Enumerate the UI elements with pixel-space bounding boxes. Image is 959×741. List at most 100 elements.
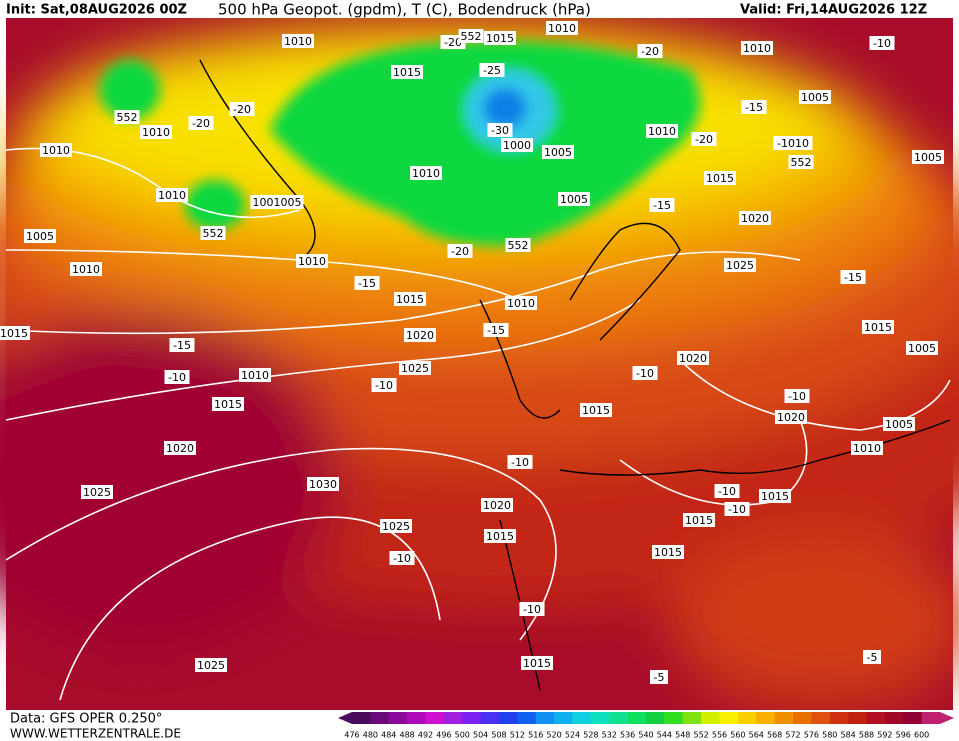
label-box bbox=[869, 36, 895, 50]
isobar-label: -15 bbox=[358, 277, 376, 290]
label-box bbox=[399, 361, 431, 375]
isobar-label: -10 bbox=[873, 37, 891, 50]
label-box bbox=[169, 338, 195, 352]
isobar-label: -10 bbox=[375, 379, 393, 392]
label-box bbox=[862, 320, 894, 334]
isobar-label: 1010 bbox=[298, 255, 326, 268]
colorbar-swatch bbox=[664, 712, 684, 724]
colorbar-swatch bbox=[756, 712, 776, 724]
isobar-label: 1010 bbox=[648, 125, 676, 138]
data-source: Data: GFS OPER 0.250° bbox=[10, 712, 162, 727]
isobar-label: -10 bbox=[718, 485, 736, 498]
colorbar-label: 572 bbox=[785, 731, 800, 740]
isobar-label: 1025 bbox=[83, 486, 111, 499]
isobar-label: 1005 bbox=[801, 91, 829, 104]
label-box bbox=[683, 513, 715, 527]
label-box bbox=[484, 529, 516, 543]
isobar-label: -20 bbox=[451, 245, 469, 258]
label-box bbox=[0, 326, 30, 340]
label-box bbox=[580, 403, 612, 417]
website: WWW.WETTERZENTRALE.DE bbox=[10, 727, 181, 741]
isobar-label: 552 bbox=[508, 239, 529, 252]
label-box bbox=[649, 198, 675, 212]
label-box bbox=[650, 670, 668, 684]
colorbar-label: 548 bbox=[675, 731, 690, 740]
label-box bbox=[505, 296, 537, 310]
isobar-label: 552 bbox=[117, 111, 138, 124]
isobar-label: 1020 bbox=[166, 442, 194, 455]
colorbar-swatch bbox=[811, 712, 831, 724]
label-box bbox=[410, 166, 442, 180]
isobar-label: -10 bbox=[728, 503, 746, 516]
colorbar-swatch bbox=[848, 712, 867, 724]
label-box bbox=[380, 519, 412, 533]
isobar-label: 1005 bbox=[885, 418, 913, 431]
colorbar-swatch bbox=[480, 712, 500, 724]
colorbar-swatch bbox=[903, 712, 923, 724]
isobar-label: 1015 bbox=[486, 530, 514, 543]
label-box bbox=[458, 29, 484, 43]
isobar-label: 1010 bbox=[42, 144, 70, 157]
colorbar-swatch bbox=[572, 712, 592, 724]
label-box bbox=[484, 31, 516, 45]
label-box bbox=[389, 551, 415, 565]
colorbar-label: 532 bbox=[602, 731, 617, 740]
isobar-label: 1001005 bbox=[253, 196, 302, 209]
isobar-label: 1015 bbox=[396, 293, 424, 306]
label-box bbox=[851, 441, 883, 455]
colorbar-label: 560 bbox=[730, 731, 745, 740]
isobar-label: 1010 bbox=[507, 297, 535, 310]
colorbar-swatch bbox=[554, 712, 573, 724]
isobar-label: 1025 bbox=[382, 520, 410, 533]
isobar-label: -5 bbox=[867, 651, 878, 664]
label-box bbox=[307, 477, 339, 491]
colorbar-swatch bbox=[682, 712, 702, 724]
colorbar-label: 492 bbox=[418, 731, 433, 740]
label-box bbox=[164, 370, 190, 384]
label-box bbox=[140, 125, 172, 139]
header-bar bbox=[0, 0, 959, 18]
label-box bbox=[912, 150, 944, 164]
label-box bbox=[296, 254, 328, 268]
colorbar-label: 488 bbox=[399, 731, 414, 740]
label-box bbox=[188, 116, 214, 130]
colorbar-swatch bbox=[701, 712, 720, 724]
colorbar-label: 496 bbox=[436, 731, 451, 740]
isobar-label: 1005 bbox=[544, 146, 572, 159]
isobar-label: 1020 bbox=[777, 411, 805, 424]
valid-time: Valid: Fri,14AUG2026 12Z bbox=[740, 3, 927, 18]
label-box bbox=[739, 211, 771, 225]
label-box bbox=[906, 341, 938, 355]
label-box bbox=[840, 270, 866, 284]
map-title: 500 hPa Geopot. (gpdm), T (C), Bodendruc… bbox=[218, 1, 591, 19]
colorbar-label: 528 bbox=[583, 731, 598, 740]
label-box bbox=[156, 188, 188, 202]
isobar-label: -15 bbox=[844, 271, 862, 284]
colorbar-swatch bbox=[499, 712, 518, 724]
isobar-label: -20 bbox=[192, 117, 210, 130]
colorbar-label: 584 bbox=[840, 731, 855, 740]
isobar-label: 1010 bbox=[548, 22, 576, 35]
isobar-label: 1015 bbox=[0, 327, 28, 340]
colorbar-swatch bbox=[737, 712, 757, 724]
isobar-label: -10 bbox=[511, 456, 529, 469]
isobar-label: 1020 bbox=[406, 329, 434, 342]
isobar-label: 1010 bbox=[412, 167, 440, 180]
colorbar-label: 552 bbox=[693, 731, 708, 740]
isobar-label: 1025 bbox=[197, 659, 225, 672]
isobar-label: 1020 bbox=[741, 212, 769, 225]
isobar-label: 1015 bbox=[706, 172, 734, 185]
label-box bbox=[507, 455, 533, 469]
colorbar-swatch bbox=[407, 712, 426, 724]
colorbar-swatch bbox=[370, 712, 390, 724]
colorbar-label: 504 bbox=[473, 731, 488, 740]
label-box bbox=[773, 136, 813, 150]
colorbar-label: 596 bbox=[896, 731, 911, 740]
colorbar-label: 516 bbox=[528, 731, 543, 740]
label-box bbox=[501, 138, 533, 152]
colorbar-label: 576 bbox=[804, 731, 819, 740]
label-box bbox=[481, 498, 513, 512]
colorbar-arrow-right bbox=[940, 712, 954, 724]
